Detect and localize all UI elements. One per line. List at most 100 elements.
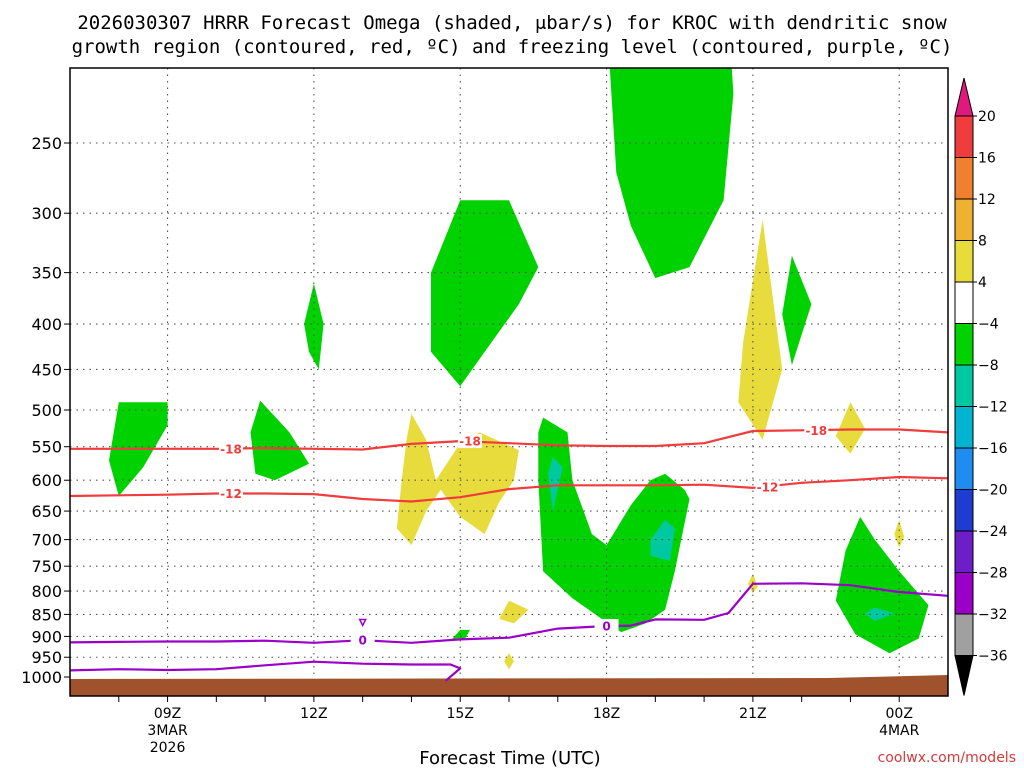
- colorbar-label-0: 20: [978, 109, 996, 125]
- colorbar-box-12: [954, 572, 974, 615]
- colorbar-label-6: −8: [978, 358, 999, 374]
- dgz-upper-label-1: -18: [220, 442, 242, 456]
- omega-region-5: [782, 255, 812, 366]
- colorbar-box-5: [954, 281, 974, 324]
- y-tick-label-550: 550: [31, 438, 62, 457]
- contour-labels: -18 -18 -18 -12 -12 0 0: [218, 423, 829, 648]
- freezing-label-2: 0: [602, 620, 610, 634]
- colorbar-box-9: [954, 447, 974, 490]
- omega-region-15: [499, 600, 529, 624]
- omega-region-8: [835, 516, 929, 654]
- dgz-lower-label-2-bg: [755, 480, 780, 495]
- colorbar-box-8: [954, 406, 974, 449]
- contour-freezing-lower: [70, 660, 462, 682]
- credit-text: coolwx.com/models: [878, 750, 1016, 766]
- colorbar-box-6: [954, 323, 974, 366]
- omega-region-3: [431, 200, 539, 387]
- y-tick-label-650: 650: [31, 502, 62, 521]
- ground-surface: [70, 675, 948, 696]
- colorbar-box-13: [954, 613, 974, 656]
- colorbar-label-4: 4: [978, 275, 987, 291]
- y-tick-label-600: 600: [31, 471, 62, 490]
- x-tick-label-15Z: 15Z: [447, 706, 474, 722]
- x-tick-label-18Z: 18Z: [593, 706, 620, 722]
- y-tick-label-450: 450: [31, 360, 62, 379]
- dgz-lower-label-1-bg: [218, 486, 243, 501]
- omega-region-18: [894, 519, 905, 548]
- y-tick-label-950: 950: [31, 648, 62, 667]
- y-tick-label-300: 300: [31, 204, 62, 223]
- colorbar-label-9: −20: [978, 483, 1008, 499]
- colorbar-box-7: [954, 364, 974, 407]
- freezing-label-1-bg: [350, 633, 375, 648]
- omega-region-1: [250, 400, 309, 481]
- omega-region-14: [835, 402, 866, 454]
- colorbar-top-arrow: [954, 77, 974, 117]
- contour-lines: [70, 428, 948, 682]
- dgz-upper-label-2-bg: [457, 434, 482, 449]
- colorbar-box-1: [954, 115, 974, 158]
- x-tick-date-09Z: 3MAR: [147, 723, 188, 739]
- colorbar-label-1: 16: [978, 151, 996, 167]
- x-axis-label: Forecast Time (UTC): [419, 748, 600, 768]
- y-tick-label-350: 350: [31, 264, 62, 283]
- colorbar-label-13: −36: [978, 649, 1008, 665]
- omega-region-10: [650, 519, 675, 561]
- colorbar: 20 16 12 8 4 −4 −8 −12 −16 −20 −24 −28 −32 −36: [954, 77, 1008, 696]
- y-tick-label-1000: 1000: [21, 668, 62, 687]
- chart-title-line2: growth region (contoured, red, ºC) and f…: [72, 36, 953, 58]
- chart-title-line1: 2026030307 HRRR Forecast Omega (shaded, …: [77, 12, 947, 34]
- y-tick-label-900: 900: [31, 627, 62, 646]
- dgz-upper-label-3-bg: [804, 423, 829, 438]
- dgz-upper-label-3: -18: [805, 424, 827, 438]
- omega-shading: [109, 68, 929, 670]
- freezing-marker: [358, 618, 367, 628]
- colorbar-bottom-arrow: [954, 655, 974, 696]
- omega-region-13: [396, 413, 519, 546]
- y-tick-label-800: 800: [31, 582, 62, 601]
- dgz-upper-label-2: -18: [459, 435, 481, 449]
- x-tick-date-00Z: 4MAR: [879, 723, 920, 739]
- dgz-upper-label-1-bg: [218, 441, 243, 456]
- omega-region-4: [609, 68, 734, 279]
- omega-region-16: [504, 653, 514, 670]
- colorbar-label-11: −28: [978, 566, 1008, 582]
- y-tick-label-750: 750: [31, 557, 62, 576]
- colorbar-label-2: 12: [978, 192, 996, 208]
- contour-freezing-upper: [70, 582, 948, 644]
- colorbar-label-8: −16: [978, 441, 1008, 457]
- y-tick-label-250: 250: [31, 134, 62, 153]
- colorbar-box-2: [954, 157, 974, 200]
- y-axis: 250 300 350 400 450 500 550 600 650 700 750 800 850 9…: [21, 134, 70, 687]
- y-tick-label-850: 850: [31, 605, 62, 624]
- x-tick-year-09Z: 2026: [150, 740, 186, 756]
- omega-region-7: [450, 629, 470, 641]
- colorbar-label-5: −4: [978, 317, 999, 333]
- x-tick-label-00Z: 00Z: [886, 706, 913, 722]
- colorbar-box-4: [954, 240, 974, 283]
- omega-region-9: [548, 457, 563, 512]
- freezing-label-1: 0: [358, 634, 366, 648]
- contour-dgz-upper: [70, 428, 948, 451]
- colorbar-label-3: 8: [978, 234, 987, 250]
- dgz-lower-label-1: -12: [220, 487, 242, 501]
- colorbar-box-10: [954, 489, 974, 532]
- dgz-lower-label-2: -12: [757, 481, 779, 495]
- y-tick-label-700: 700: [31, 531, 62, 550]
- omega-region-6: [538, 417, 690, 633]
- omega-region-2: [304, 283, 324, 370]
- ground-layer: [70, 675, 948, 696]
- contour-dgz-lower: [70, 475, 948, 503]
- colorbar-label-10: −24: [978, 524, 1008, 540]
- omega-region-12: [738, 219, 783, 440]
- colorbar-label-7: −12: [978, 400, 1008, 416]
- colorbar-box-11: [954, 530, 974, 573]
- y-tick-label-400: 400: [31, 315, 62, 334]
- colorbar-box-3: [954, 198, 974, 241]
- colorbar-label-12: −32: [978, 607, 1008, 623]
- x-tick-label-12Z: 12Z: [300, 706, 327, 722]
- x-tick-label-09Z: 09Z: [154, 706, 181, 722]
- x-tick-label-21Z: 21Z: [739, 706, 766, 722]
